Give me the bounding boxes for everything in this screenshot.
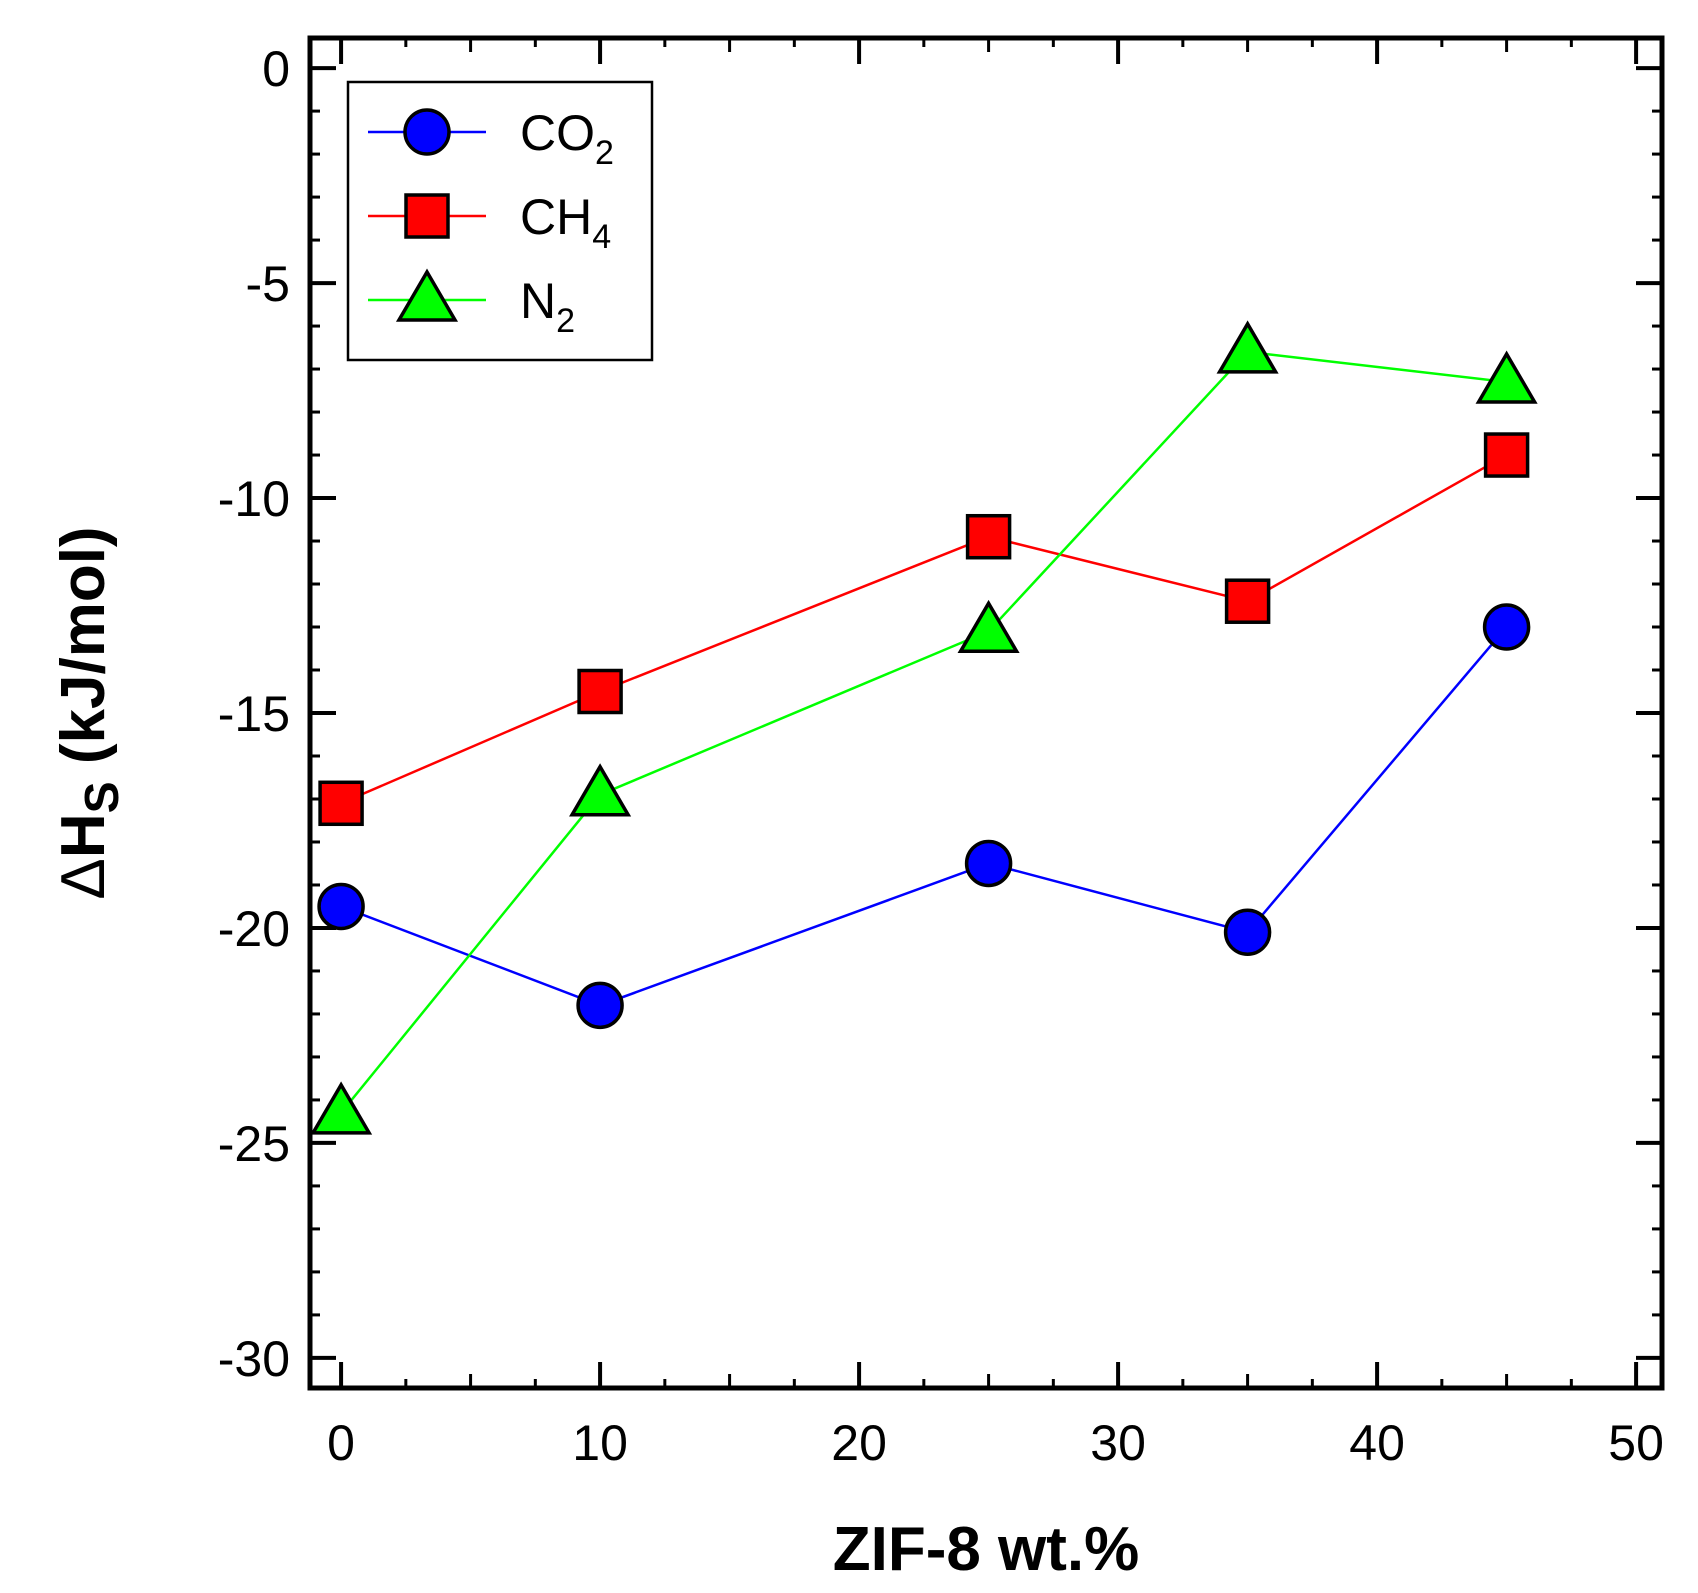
y-axis-title-rest: (kJ/mol) bbox=[49, 526, 118, 781]
data-point bbox=[1216, 320, 1279, 374]
y-tick-label: -25 bbox=[218, 1116, 290, 1172]
data-point bbox=[957, 599, 1020, 654]
legend-label-sub: 2 bbox=[595, 134, 614, 172]
legend-label-main: CO bbox=[520, 105, 595, 161]
legend-marker bbox=[395, 268, 459, 322]
x-tick-label: 10 bbox=[572, 1415, 628, 1471]
data-point bbox=[1482, 603, 1531, 651]
y-axis-title-sub: S bbox=[76, 781, 129, 813]
legend-label-sub: 2 bbox=[556, 302, 575, 340]
series-line bbox=[340, 626, 1508, 1007]
y-tick-label: -10 bbox=[218, 471, 290, 527]
data-point bbox=[1223, 908, 1272, 957]
y-axis-title-main: H bbox=[49, 813, 118, 858]
y-tick-label: -15 bbox=[218, 686, 290, 742]
series-CO2-line bbox=[340, 626, 1508, 1007]
legend-item-N2: N2 bbox=[368, 268, 575, 340]
legend-label-main: N bbox=[520, 273, 556, 329]
data-point bbox=[576, 981, 624, 1030]
x-tick-label: 30 bbox=[1090, 1415, 1146, 1471]
data-point bbox=[1224, 578, 1271, 624]
legend-item-CH4: CH4 bbox=[368, 189, 611, 256]
legend-marker bbox=[403, 108, 451, 156]
y-tick-label: -20 bbox=[218, 901, 290, 957]
legend-marker bbox=[404, 193, 450, 239]
y-tick-label: -5 bbox=[246, 256, 290, 312]
data-point bbox=[1483, 432, 1530, 478]
legend-label: CH4 bbox=[520, 189, 611, 256]
series-layer bbox=[310, 320, 1538, 1135]
series-N2-markers bbox=[310, 320, 1538, 1135]
data-point bbox=[577, 668, 623, 715]
series-line bbox=[340, 453, 1508, 805]
series-line bbox=[340, 350, 1507, 1114]
x-tick-label: 0 bbox=[327, 1415, 355, 1471]
x-tick-label: 50 bbox=[1608, 1415, 1664, 1471]
data-point bbox=[1475, 350, 1538, 404]
series-CO2-markers bbox=[317, 603, 1531, 1030]
legend-label-sub: 4 bbox=[592, 218, 611, 256]
series-N2-line bbox=[340, 350, 1507, 1114]
data-point bbox=[965, 513, 1012, 560]
legend-box bbox=[346, 80, 654, 362]
x-axis-title: ZIF-8 wt.% bbox=[833, 1515, 1140, 1584]
legend-label-main: CH bbox=[520, 189, 592, 245]
series-CH4-markers bbox=[318, 432, 1530, 827]
y-tick-labels: 0 -5 -10 -15 -20 -25 -30 bbox=[218, 41, 290, 1387]
x-tick-labels: 0 10 20 30 40 50 bbox=[327, 1415, 1664, 1471]
legend-item-CO2: CO2 bbox=[368, 105, 614, 172]
plot-frame bbox=[307, 35, 1665, 1391]
y-tick-label: -30 bbox=[218, 1331, 290, 1387]
x-tick-label: 40 bbox=[1349, 1415, 1405, 1471]
x-tick-label: 20 bbox=[831, 1415, 887, 1471]
y-tick-label: 0 bbox=[262, 41, 290, 97]
data-point bbox=[318, 780, 364, 827]
legend-label: N2 bbox=[520, 273, 575, 340]
y-axis-title-delta: Δ bbox=[49, 858, 118, 899]
data-point bbox=[964, 839, 1013, 888]
y-axis-title: ΔHS (kJ/mol) bbox=[49, 526, 129, 899]
data-point bbox=[317, 882, 365, 931]
legend-label: CO2 bbox=[520, 105, 614, 172]
data-point bbox=[310, 1081, 373, 1135]
series-CH4-line bbox=[340, 453, 1508, 805]
data-point bbox=[569, 763, 632, 817]
